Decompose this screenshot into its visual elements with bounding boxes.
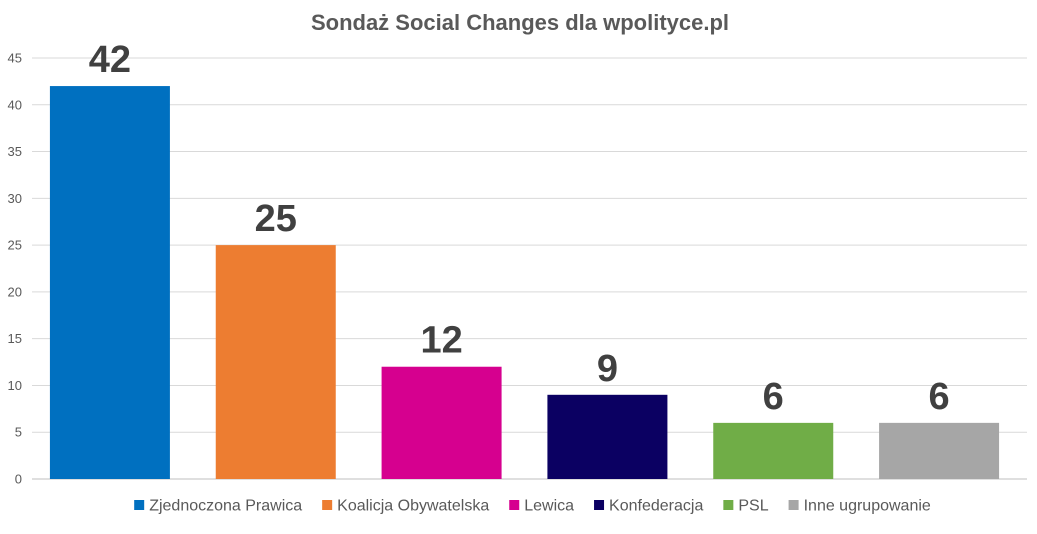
y-tick-label: 20 (8, 284, 22, 299)
legend-label: Inne ugrupowanie (804, 498, 931, 515)
legend-label: Koalicja Obywatelska (337, 498, 489, 515)
data-label: 42 (89, 39, 131, 81)
bar-1 (49, 86, 170, 480)
y-tick-label: 30 (8, 191, 22, 206)
y-tick-label: 15 (8, 331, 22, 346)
gridlines (32, 57, 1027, 480)
legend-label: Zjednoczona Prawica (149, 498, 302, 515)
data-label: 6 (763, 376, 784, 418)
bar-2 (215, 245, 336, 479)
legend-swatch (723, 500, 734, 510)
y-tick-label: 45 (8, 51, 22, 66)
y-tick-label: 0 (15, 472, 22, 487)
data-label: 12 (420, 320, 462, 362)
y-tick-label: 40 (8, 97, 22, 112)
legend-label: PSL (738, 498, 768, 515)
legend: Zjednoczona Prawica Koalicja Obywatelska L… (134, 498, 931, 515)
bars (49, 86, 1000, 480)
bar-3 (381, 366, 502, 479)
data-labels: 42 25 12 9 6 6 (89, 39, 950, 418)
bar-5 (713, 422, 834, 479)
data-label: 6 (929, 376, 950, 418)
data-label: 9 (597, 348, 618, 390)
legend-swatch (509, 500, 520, 510)
chart-title: Sondaż Social Changes dla wpolityce.pl (311, 10, 729, 35)
y-tick-label: 35 (8, 144, 22, 159)
y-tick-label: 5 (15, 425, 22, 440)
legend-swatch (322, 500, 333, 510)
legend-label: Konfederacja (609, 498, 703, 515)
bar-4 (547, 394, 668, 479)
legend-swatch (788, 500, 799, 510)
y-tick-label: 10 (8, 378, 22, 393)
bar-6 (879, 422, 1000, 479)
legend-swatch (134, 500, 145, 510)
legend-label: Lewica (524, 498, 574, 515)
data-label: 25 (255, 198, 297, 240)
legend-swatch (594, 500, 605, 510)
y-axis: 0 5 10 15 20 25 30 35 40 45 (8, 51, 22, 487)
y-tick-label: 25 (8, 238, 22, 253)
